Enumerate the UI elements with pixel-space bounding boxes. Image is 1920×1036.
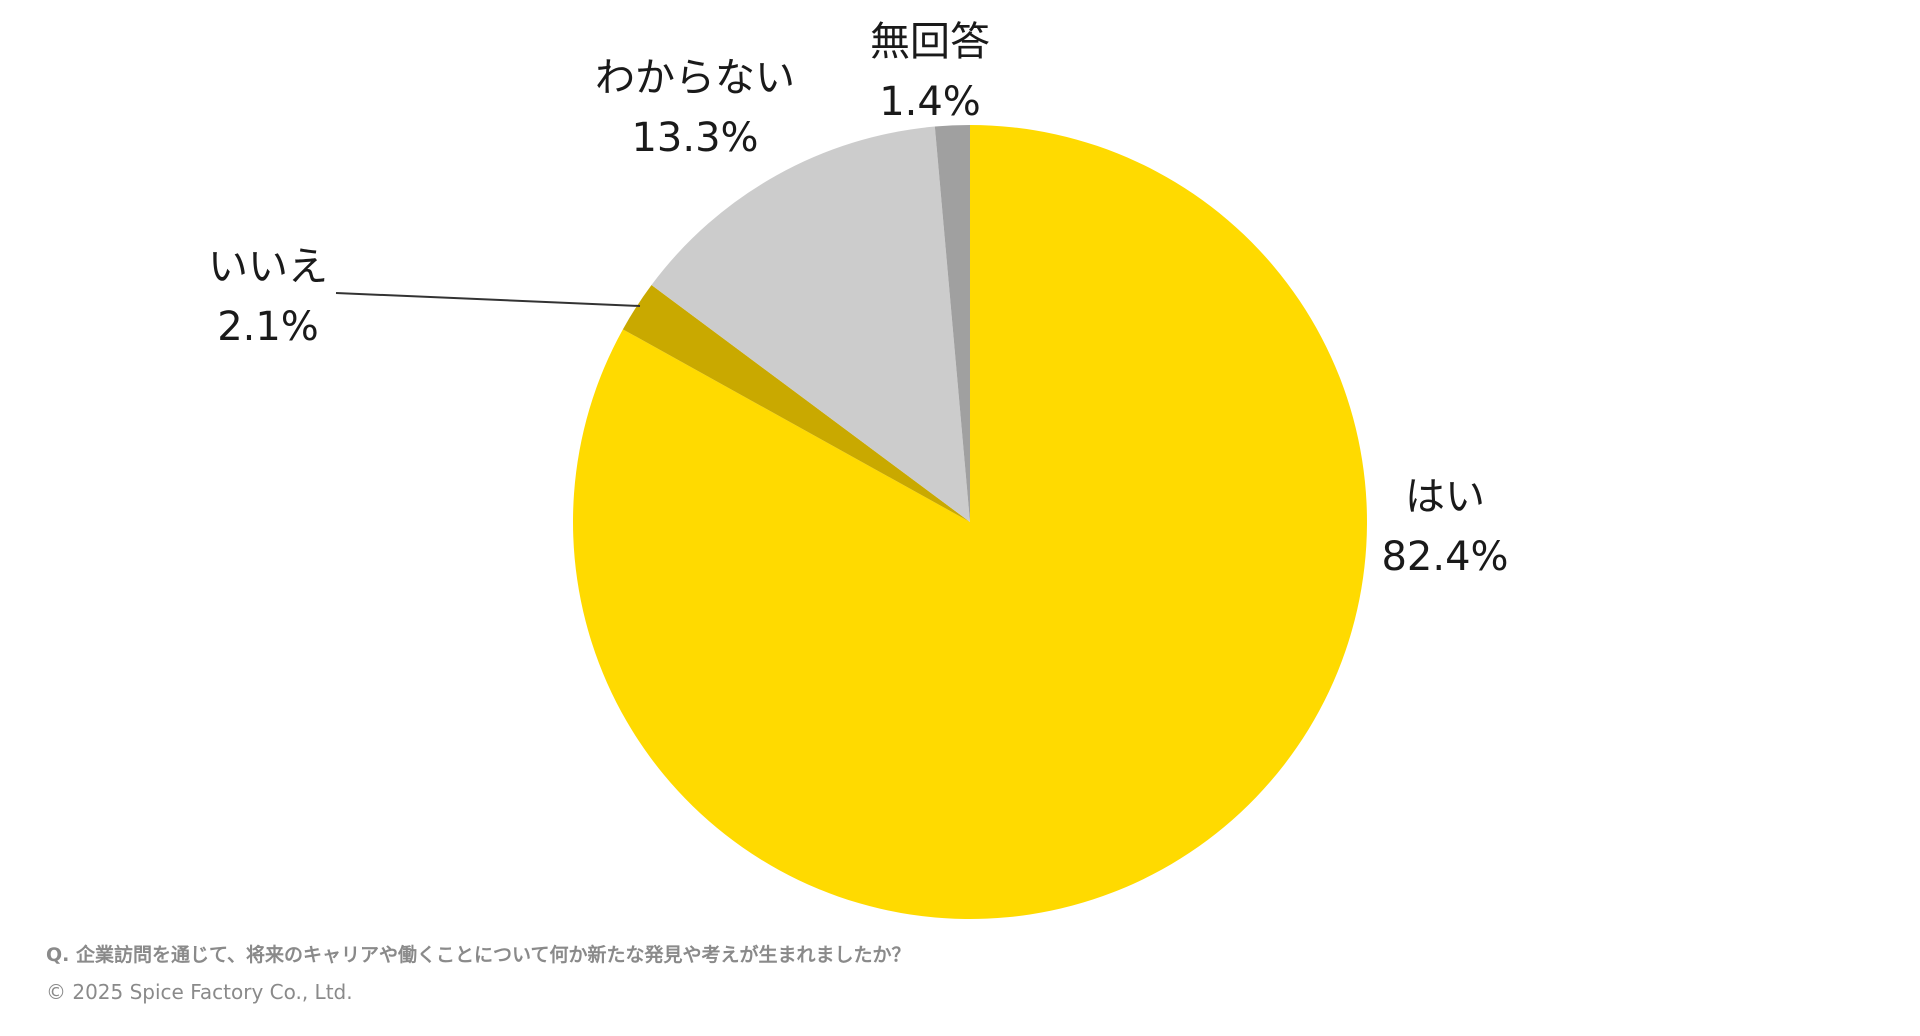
pie-slice-wakaranai — [651, 126, 970, 522]
slice-label-hai: はい — [1405, 474, 1485, 520]
slice-value-mukaito: 1.4% — [879, 79, 981, 125]
pie-slices — [573, 125, 1367, 919]
slice-label-mukaito: 無回答 — [870, 19, 990, 65]
survey-question: Q. 企業訪問を通じて、将来のキャリアや働くことについて何か新たな発見や考えが生… — [46, 944, 911, 966]
slice-label-iie: いいえ — [208, 244, 328, 290]
slice-value-hai: 82.4% — [1381, 534, 1508, 580]
copyright-notice: © 2025 Spice Factory Co., Ltd. — [46, 980, 353, 1004]
slice-value-wakaranai: 13.3% — [631, 115, 758, 161]
pie-slice-mukaito — [934, 125, 970, 522]
slice-value-iie: 2.1% — [217, 304, 319, 350]
slice-label-wakaranai: わからない — [595, 55, 795, 101]
pie-slice-iie — [622, 285, 970, 522]
leader-line-iie — [335, 292, 641, 307]
